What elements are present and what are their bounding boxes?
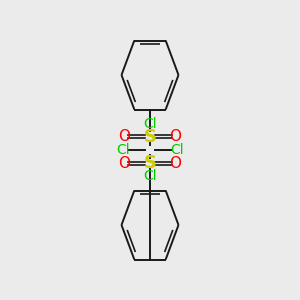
Text: S: S bbox=[143, 154, 157, 172]
Text: O: O bbox=[118, 129, 130, 144]
Text: Cl: Cl bbox=[143, 169, 157, 183]
Text: Cl: Cl bbox=[143, 117, 157, 131]
Text: O: O bbox=[118, 156, 130, 171]
Text: O: O bbox=[169, 129, 181, 144]
Text: S: S bbox=[143, 128, 157, 146]
Text: Cl: Cl bbox=[170, 143, 184, 157]
Text: Cl: Cl bbox=[116, 143, 130, 157]
Text: O: O bbox=[169, 156, 181, 171]
